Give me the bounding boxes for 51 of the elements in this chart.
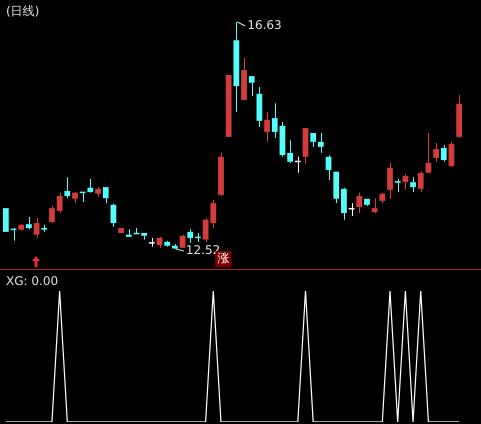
text: 涨 bbox=[217, 251, 230, 266]
candlestick bbox=[440, 144, 447, 162]
candlestick bbox=[348, 202, 354, 216]
candlestick bbox=[26, 216, 32, 230]
candlestick bbox=[134, 228, 140, 234]
candlestick bbox=[402, 173, 408, 190]
candlestick bbox=[248, 76, 255, 97]
candlestick bbox=[341, 187, 347, 220]
candlestick bbox=[126, 228, 132, 237]
candlestick bbox=[426, 132, 432, 173]
candlestick bbox=[187, 228, 194, 244]
candlestick bbox=[18, 224, 24, 232]
candlestick bbox=[433, 142, 439, 162]
candlestick bbox=[195, 232, 201, 242]
candlestick bbox=[87, 178, 94, 192]
candlestick bbox=[333, 172, 340, 204]
candlestick bbox=[356, 192, 362, 214]
candlestick bbox=[318, 132, 324, 154]
candlestick bbox=[326, 154, 332, 180]
candlestick bbox=[379, 192, 386, 204]
candlestick bbox=[218, 152, 224, 196]
candlestick bbox=[456, 94, 462, 138]
candlestick bbox=[241, 57, 247, 100]
candlestick bbox=[180, 234, 186, 248]
chart-title: (日线) bbox=[6, 3, 40, 20]
candlestick bbox=[310, 133, 316, 148]
candlestick bbox=[410, 176, 416, 193]
candlestick bbox=[418, 170, 424, 193]
candlestick bbox=[34, 218, 40, 238]
candlestick bbox=[10, 228, 16, 242]
candlestick bbox=[156, 236, 162, 248]
candlestick bbox=[264, 112, 270, 142]
candlestick bbox=[102, 187, 109, 204]
candlestick bbox=[372, 198, 378, 214]
candlestick bbox=[233, 22, 240, 113]
candlestick bbox=[294, 156, 301, 174]
candlestick bbox=[387, 162, 393, 200]
chart-title: XG: 0.00 bbox=[6, 274, 58, 288]
candlestick bbox=[272, 102, 278, 138]
candlestick bbox=[110, 203, 116, 228]
candlestick bbox=[210, 199, 216, 229]
annotation: 16.63 bbox=[247, 18, 282, 32]
candlestick bbox=[364, 198, 370, 206]
candlestick bbox=[302, 128, 308, 164]
candlestick bbox=[256, 86, 262, 128]
candlestick bbox=[64, 176, 70, 199]
candlestick bbox=[95, 186, 101, 198]
candlestick bbox=[72, 192, 78, 204]
candlestick bbox=[80, 192, 86, 203]
candlestick bbox=[202, 218, 208, 242]
candlestick bbox=[448, 141, 454, 166]
